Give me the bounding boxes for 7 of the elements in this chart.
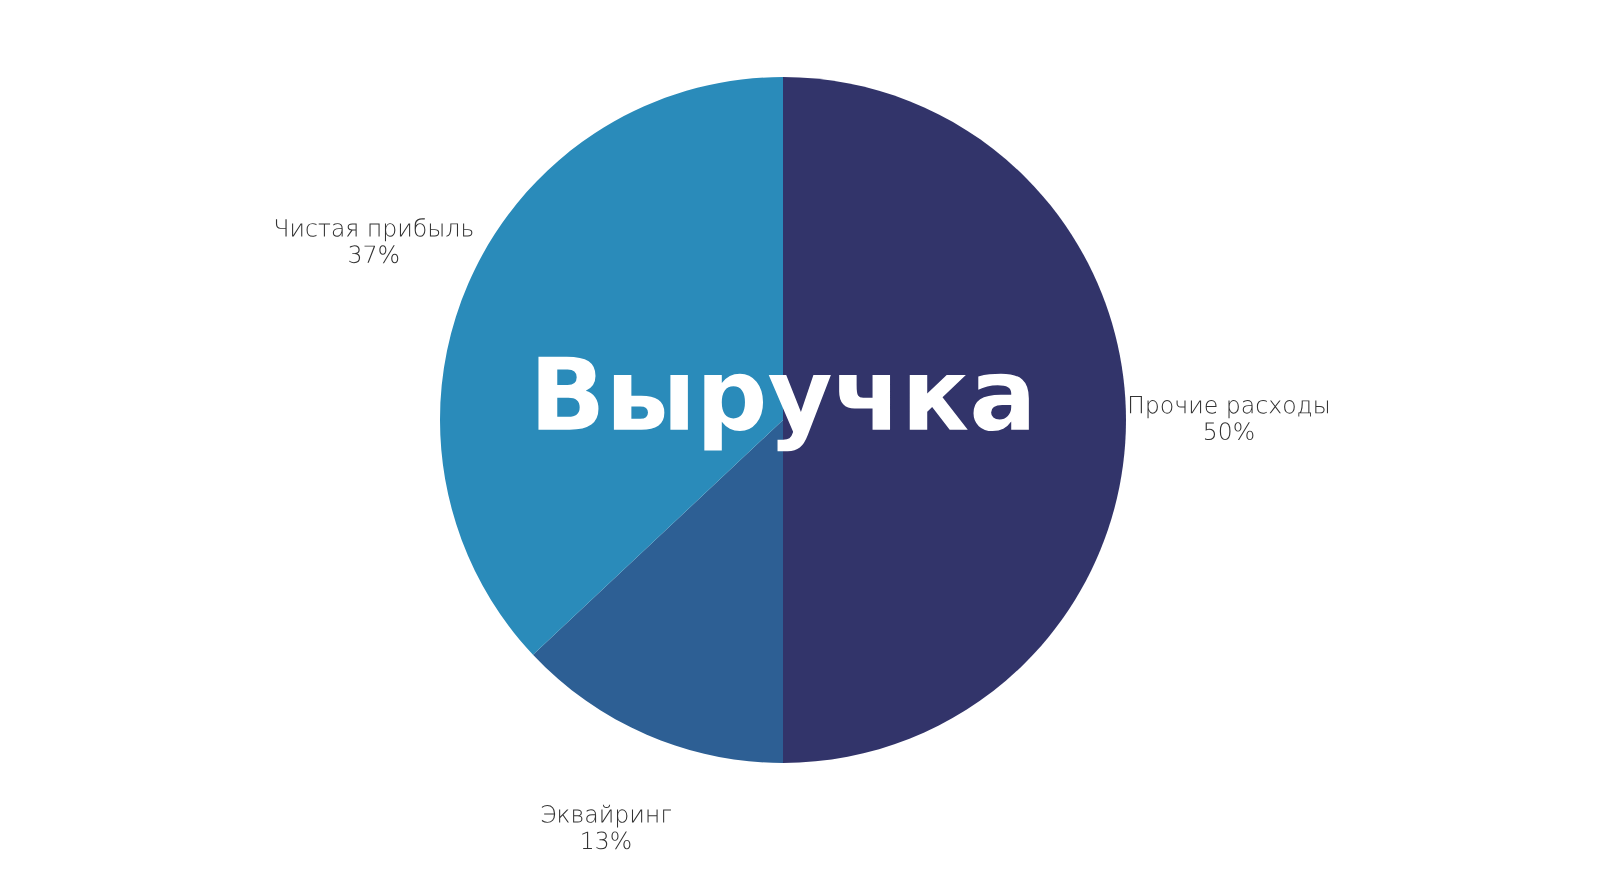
data-label: 13% bbox=[582, 831, 631, 850]
slice-label: Эквайринг bbox=[541, 804, 671, 828]
data-label: 37% bbox=[349, 245, 399, 264]
slice-label: Прочие расходы bbox=[1129, 396, 1328, 419]
data-label: 50% bbox=[1204, 422, 1254, 441]
slice-label: Чистая прибыль bbox=[275, 218, 473, 242]
text: Выручка bbox=[538, 356, 1029, 452]
